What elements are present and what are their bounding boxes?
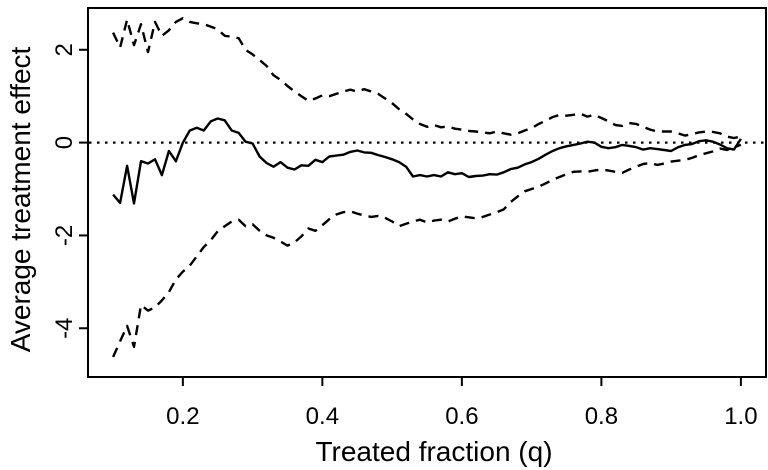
y-tick-label: 2	[51, 43, 78, 56]
x-axis-title: Treated fraction (q)	[315, 436, 552, 467]
y-tick-label: -4	[51, 318, 78, 339]
x-tick-label: 1.0	[724, 403, 757, 430]
upper-confidence-line	[112, 17, 742, 140]
plot-border	[87, 7, 767, 378]
y-axis-title: Average treatment effect	[5, 46, 36, 352]
estimate-line	[112, 117, 742, 205]
x-tick-label: 0.2	[166, 403, 199, 430]
x-tick-label: 0.6	[445, 403, 478, 430]
x-tick-label: 0.4	[306, 403, 339, 430]
x-tick-label: 0.8	[585, 403, 618, 430]
y-tick-label: -2	[51, 225, 78, 246]
y-tick-label: 0	[51, 136, 78, 149]
